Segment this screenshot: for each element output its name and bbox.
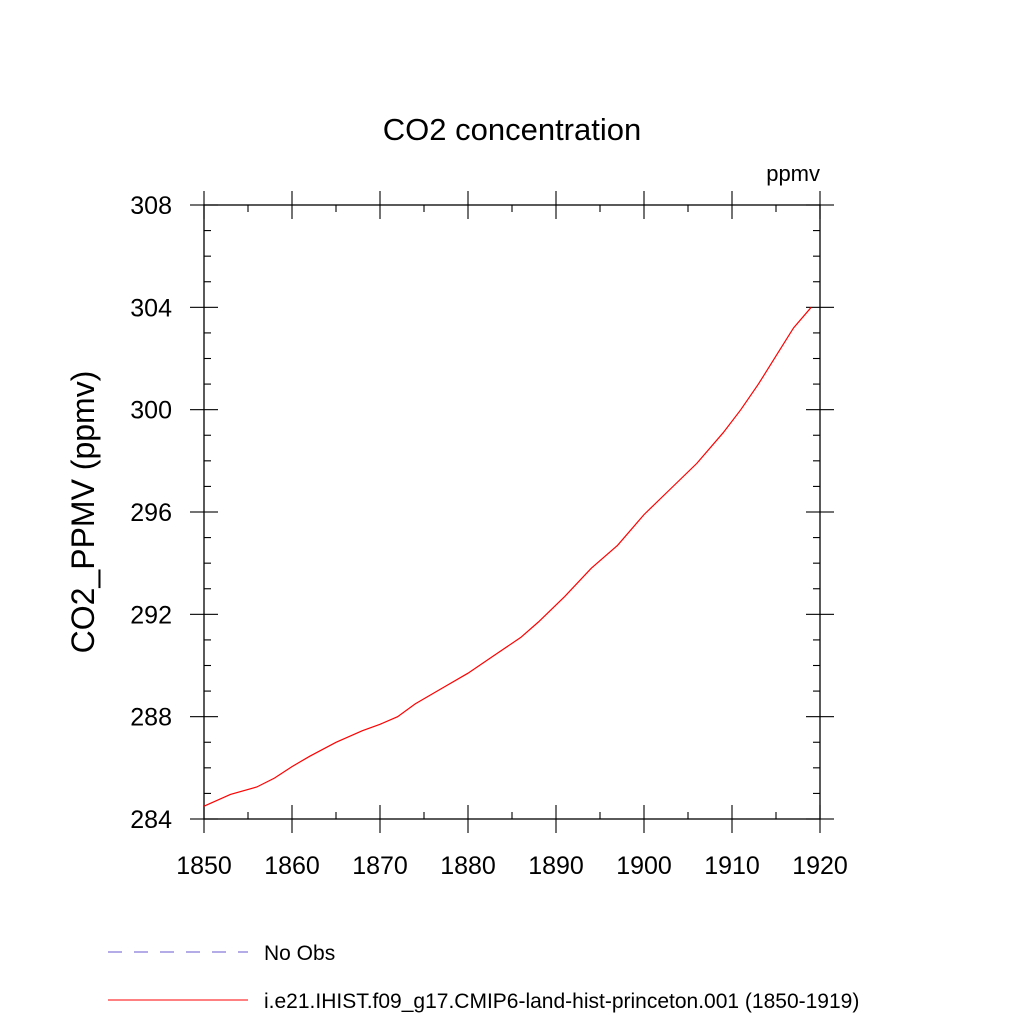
y-tick-label: 300 bbox=[130, 397, 172, 425]
y-tick-label: 284 bbox=[130, 806, 172, 834]
plot-frame bbox=[203, 204, 821, 820]
y-tick-label: 292 bbox=[130, 601, 172, 629]
y-tick-label: 288 bbox=[130, 704, 172, 732]
x-tick-label: 1900 bbox=[616, 852, 672, 880]
x-tick-label: 1850 bbox=[176, 852, 232, 880]
y-tick-label: 296 bbox=[130, 499, 172, 527]
y-axis-label: CO2_PPMV (ppmv) bbox=[65, 371, 101, 654]
x-tick-label: 1860 bbox=[264, 852, 320, 880]
x-tick-label: 1890 bbox=[528, 852, 584, 880]
y-tick-label: 308 bbox=[130, 192, 172, 220]
x-tick-label: 1870 bbox=[352, 852, 408, 880]
x-tick-label: 1880 bbox=[440, 852, 496, 880]
axis-tick-labels: 1850 1860 1870 1880 1890 1900 1910 1920 284 288 29… bbox=[130, 192, 848, 880]
legend-label: i.e21.IHIST.f09_g17.CMIP6-land-hist-prin… bbox=[264, 990, 859, 1013]
series-layer bbox=[203, 306, 812, 807]
series-line bbox=[203, 306, 812, 807]
units-label: ppmv bbox=[766, 161, 820, 186]
chart-title: CO2 concentration bbox=[383, 112, 641, 147]
x-tick-label: 1910 bbox=[704, 852, 760, 880]
x-tick-label: 1920 bbox=[792, 852, 848, 880]
y-tick-label: 304 bbox=[130, 294, 172, 322]
legend-label: No Obs bbox=[264, 942, 335, 965]
legend: No Obs i.e21.IHIST.f09_g17.CMIP6-land-his… bbox=[108, 942, 859, 1013]
axis-ticks bbox=[190, 191, 834, 833]
